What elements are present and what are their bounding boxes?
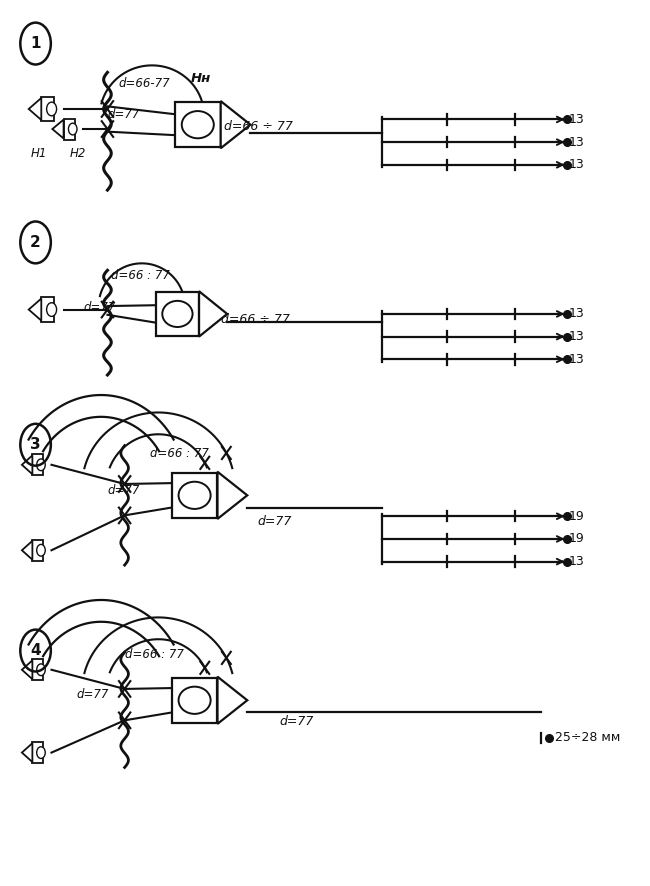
Text: 2: 2: [30, 235, 41, 250]
Polygon shape: [218, 471, 247, 519]
Text: 13: 13: [569, 353, 584, 366]
Text: d=77: d=77: [83, 301, 116, 315]
Text: d=77: d=77: [107, 485, 140, 497]
Ellipse shape: [179, 482, 211, 509]
Text: d=66 : 77: d=66 : 77: [111, 269, 170, 282]
Ellipse shape: [162, 301, 192, 327]
Text: d=77: d=77: [257, 515, 291, 527]
Bar: [32, 659, 43, 680]
Circle shape: [47, 303, 57, 316]
Text: Н1: Н1: [31, 147, 47, 160]
Text: d=66 : 77: d=66 : 77: [125, 648, 183, 661]
Ellipse shape: [179, 687, 211, 714]
Bar: [42, 97, 54, 121]
Bar: [175, 102, 221, 147]
Text: d=66-77: d=66-77: [118, 77, 170, 90]
Polygon shape: [221, 101, 250, 148]
Text: 1: 1: [31, 36, 41, 51]
Text: 3: 3: [31, 438, 41, 452]
Text: Нн: Нн: [191, 73, 211, 85]
Ellipse shape: [182, 111, 214, 138]
Text: 19: 19: [569, 509, 584, 523]
Text: d=77: d=77: [77, 688, 109, 701]
Text: d=77: d=77: [107, 108, 140, 120]
Circle shape: [36, 664, 46, 676]
Text: 13: 13: [569, 330, 584, 343]
Polygon shape: [29, 299, 42, 321]
Circle shape: [36, 747, 46, 758]
Text: d=66 ÷ 77: d=66 ÷ 77: [224, 120, 292, 134]
Bar: [172, 678, 218, 723]
Polygon shape: [199, 291, 227, 337]
Circle shape: [47, 102, 57, 116]
Text: d=66 : 77: d=66 : 77: [150, 447, 209, 460]
Circle shape: [68, 123, 77, 135]
Circle shape: [36, 459, 46, 470]
Bar: [32, 455, 43, 475]
Text: d=66 ÷ 77: d=66 ÷ 77: [220, 313, 289, 326]
Bar: [32, 540, 43, 561]
Text: 13: 13: [569, 159, 584, 171]
Text: 25÷28 мм: 25÷28 мм: [555, 731, 621, 744]
Text: d=77: d=77: [280, 715, 313, 728]
Text: 13: 13: [569, 113, 584, 126]
Text: 13: 13: [569, 307, 584, 321]
Polygon shape: [29, 98, 42, 120]
Bar: [64, 119, 75, 139]
Bar: [172, 472, 218, 518]
Text: 13: 13: [569, 136, 584, 149]
Text: 4: 4: [31, 643, 41, 658]
Bar: [32, 742, 43, 763]
Circle shape: [36, 544, 46, 556]
Text: 19: 19: [569, 532, 584, 546]
Polygon shape: [22, 455, 32, 474]
Polygon shape: [22, 660, 32, 680]
Text: 13: 13: [569, 556, 584, 568]
Polygon shape: [22, 743, 32, 762]
Text: Н2: Н2: [70, 147, 86, 160]
Polygon shape: [22, 540, 32, 560]
Bar: [42, 298, 54, 322]
Polygon shape: [218, 677, 247, 724]
Bar: [156, 292, 199, 336]
Polygon shape: [53, 120, 64, 138]
